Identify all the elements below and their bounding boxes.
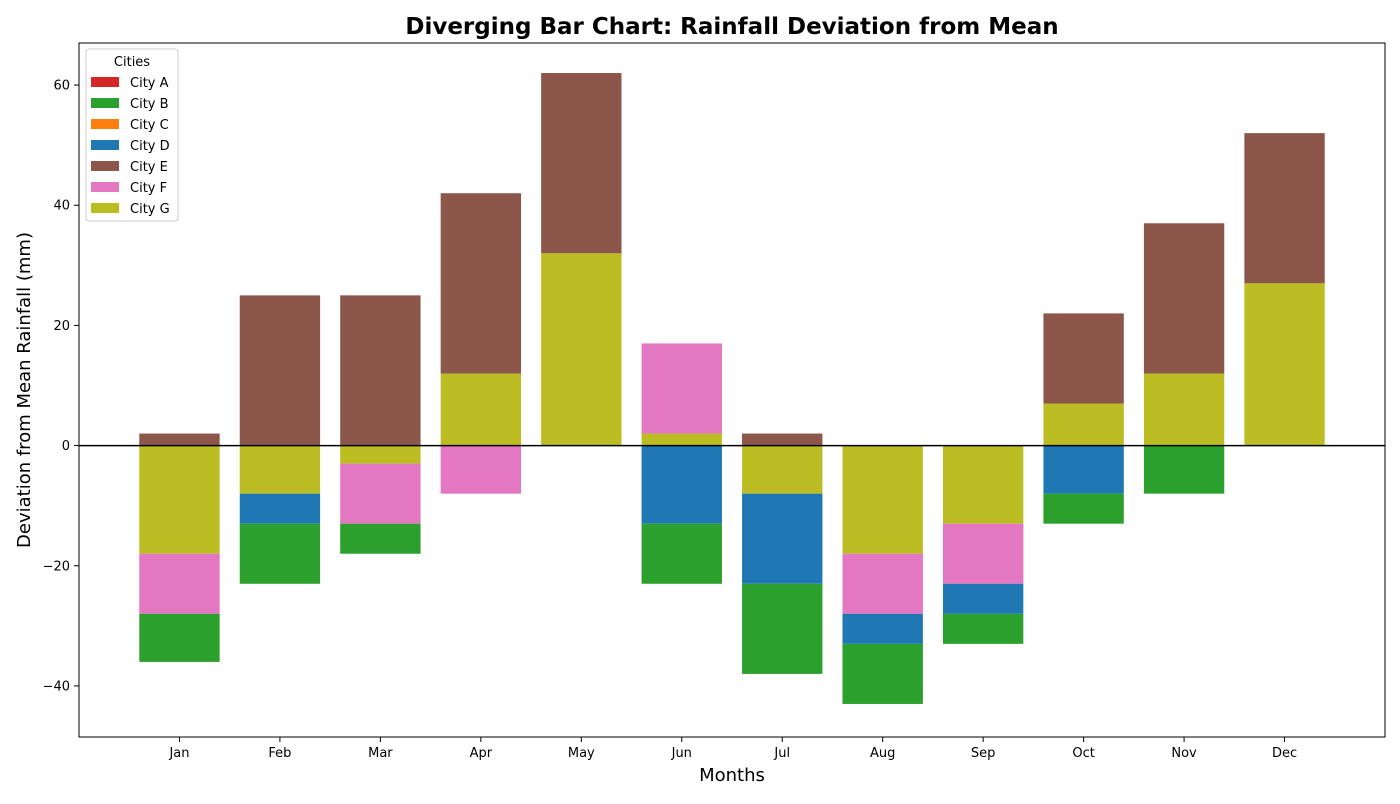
- bar-jun-city-b: [641, 523, 722, 584]
- bar-jun-city-f: [641, 343, 722, 434]
- x-tick-label: Jun: [671, 746, 692, 761]
- legend-swatch: [91, 77, 119, 87]
- x-tick-label: Jul: [773, 746, 790, 761]
- bar-sep-city-d: [942, 583, 1024, 614]
- bar-jul-city-b: [742, 583, 823, 674]
- bar-mar-city-b: [340, 523, 421, 554]
- plot-area: −40 −20 0 20 40 60 Jan Feb Mar Apr May Jun Jul Aug Sep…: [43, 42, 1386, 761]
- legend-label: City C: [130, 118, 169, 133]
- x-tick-label: Nov: [1171, 746, 1197, 761]
- y-tick-label: 60: [53, 79, 70, 94]
- bar-sep-city-f: [942, 523, 1024, 584]
- legend-swatch: [91, 98, 119, 108]
- legend-swatch: [91, 161, 119, 171]
- bar-jun-city-d: [641, 445, 722, 524]
- bar-oct-city-e: [1043, 313, 1124, 404]
- bar-apr-city-g: [440, 373, 522, 446]
- bar-aug-city-g: [842, 445, 923, 554]
- legend-swatch: [91, 140, 119, 150]
- bar-nov-city-b: [1143, 445, 1225, 494]
- bar-feb-city-b: [239, 523, 321, 584]
- x-axis-label: Months: [699, 765, 765, 786]
- bar-mar-city-f: [340, 463, 421, 524]
- x-tick-label: Feb: [268, 746, 291, 761]
- bar-aug-city-b: [842, 643, 923, 704]
- bar-sep-city-b: [942, 613, 1024, 644]
- x-tick-label: Apr: [470, 746, 493, 761]
- legend-label: City F: [130, 181, 167, 196]
- legend-frame: [85, 48, 179, 222]
- x-tick-label: Dec: [1272, 746, 1297, 761]
- legend-swatch: [91, 203, 119, 213]
- bar-jul-city-g: [742, 445, 823, 494]
- bar-sep-city-g: [942, 445, 1024, 524]
- bar-nov-city-g: [1143, 373, 1225, 446]
- y-tick-label: −20: [43, 559, 70, 574]
- y-tick-label: −40: [43, 679, 70, 694]
- bar-jul-city-d: [742, 493, 823, 584]
- x-tick-label: Aug: [870, 746, 895, 761]
- bar-jun-city-g: [641, 433, 722, 446]
- x-tick-label: May: [568, 746, 595, 761]
- y-tick-label: 20: [53, 319, 70, 334]
- legend: Cities City A City B City C City D City E City…: [85, 48, 179, 222]
- legend-label: City B: [130, 97, 169, 112]
- bar-may-city-e: [541, 73, 622, 254]
- bar-jul-city-e: [742, 433, 823, 446]
- chart-title: Diverging Bar Chart: Rainfall Deviation …: [405, 14, 1058, 40]
- bar-oct-city-b: [1043, 493, 1124, 524]
- legend-label: City A: [130, 76, 169, 91]
- bar-oct-city-g: [1043, 403, 1124, 446]
- bar-oct-city-d: [1043, 445, 1124, 494]
- bar-dec-city-g: [1244, 283, 1325, 446]
- bar-mar-city-g: [340, 445, 421, 464]
- x-tick-label: Oct: [1072, 746, 1094, 761]
- x-tick-label: Jan: [168, 746, 189, 761]
- bar-mar-city-e: [340, 295, 421, 446]
- bar-feb-city-g: [239, 445, 321, 494]
- bar-aug-city-f: [842, 553, 923, 614]
- bar-jan-city-b: [139, 613, 220, 662]
- legend-label: City G: [130, 202, 170, 217]
- bar-aug-city-d: [842, 613, 923, 644]
- y-tick-label: 0: [62, 439, 70, 454]
- plot-frame: [78, 42, 1386, 738]
- bar-dec-city-e: [1244, 133, 1325, 284]
- y-axis-label: Deviation from Mean Rainfall (mm): [14, 232, 35, 548]
- bar-jan-city-g: [139, 445, 220, 554]
- bar-jan-city-f: [139, 553, 220, 614]
- bar-jan-city-e: [139, 433, 220, 446]
- bar-may-city-g: [541, 253, 622, 446]
- legend-title: Cities: [114, 55, 150, 70]
- x-tick-label: Mar: [368, 746, 393, 761]
- bar-feb-city-d: [239, 493, 321, 524]
- bar-nov-city-e: [1143, 223, 1225, 374]
- legend-swatch: [91, 119, 119, 129]
- legend-label: City E: [130, 160, 168, 175]
- bar-apr-city-f: [440, 445, 522, 494]
- bar-feb-city-e: [239, 295, 321, 446]
- y-tick-label: 40: [53, 199, 70, 214]
- legend-swatch: [91, 182, 119, 192]
- legend-label: City D: [130, 139, 170, 154]
- x-tick-label: Sep: [971, 746, 996, 761]
- bar-apr-city-e: [440, 193, 522, 374]
